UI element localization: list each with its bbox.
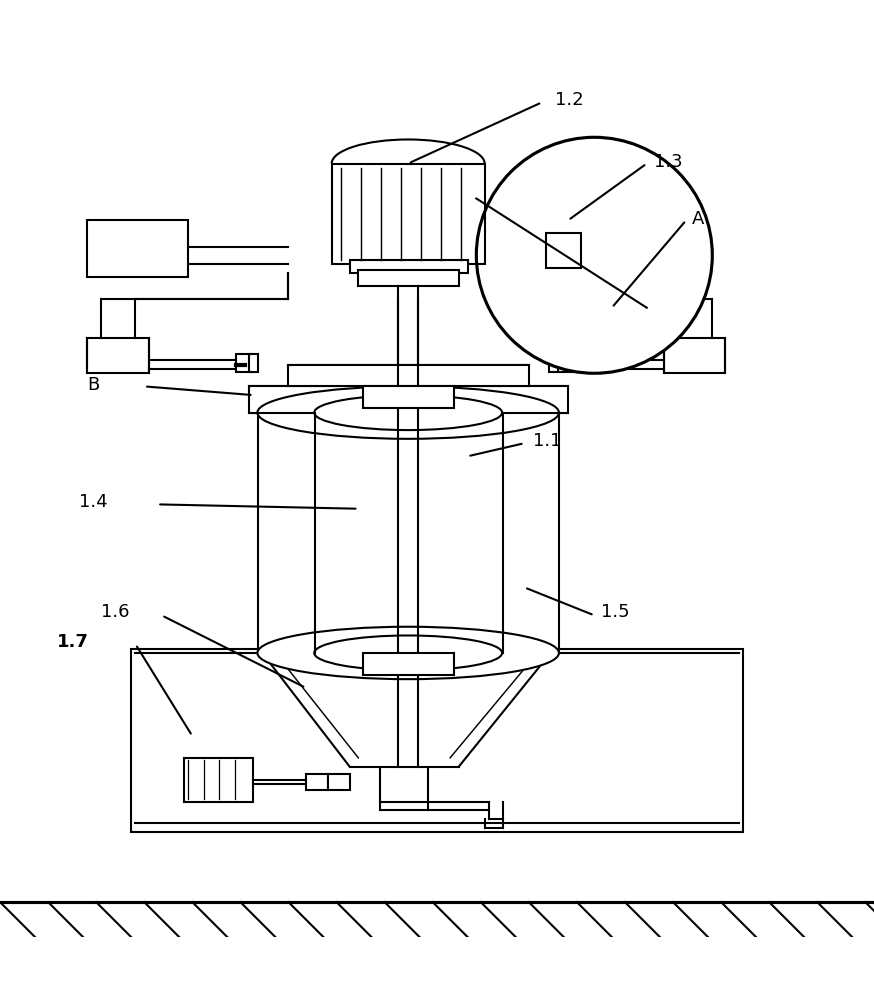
Ellipse shape (258, 627, 559, 679)
Text: 1.3: 1.3 (654, 153, 683, 171)
Bar (363, 653, 454, 675)
Ellipse shape (315, 395, 502, 430)
Bar (558, 354, 573, 372)
Bar (546, 233, 581, 268)
Bar (184, 758, 253, 802)
Bar (131, 649, 743, 832)
Text: 1.5: 1.5 (601, 603, 630, 621)
Text: 1.4: 1.4 (79, 493, 108, 511)
Ellipse shape (315, 635, 502, 670)
Text: A: A (692, 210, 704, 228)
Bar (363, 386, 454, 408)
Text: 1.1: 1.1 (533, 432, 562, 450)
Bar (249, 354, 258, 372)
Bar (236, 354, 252, 372)
Text: B: B (87, 376, 100, 394)
Ellipse shape (258, 386, 559, 439)
Bar (664, 338, 725, 373)
Bar (87, 220, 188, 277)
Bar (358, 270, 459, 286)
Bar (328, 774, 350, 790)
Bar (249, 386, 568, 413)
Bar (288, 365, 529, 386)
Bar (306, 774, 328, 790)
Bar (332, 164, 485, 264)
Bar (549, 354, 558, 372)
Text: 1.7: 1.7 (57, 633, 88, 651)
Circle shape (476, 137, 712, 373)
Bar (87, 338, 149, 373)
Text: 1.6: 1.6 (101, 603, 129, 621)
Bar (350, 260, 468, 273)
Text: 1.2: 1.2 (555, 91, 584, 109)
